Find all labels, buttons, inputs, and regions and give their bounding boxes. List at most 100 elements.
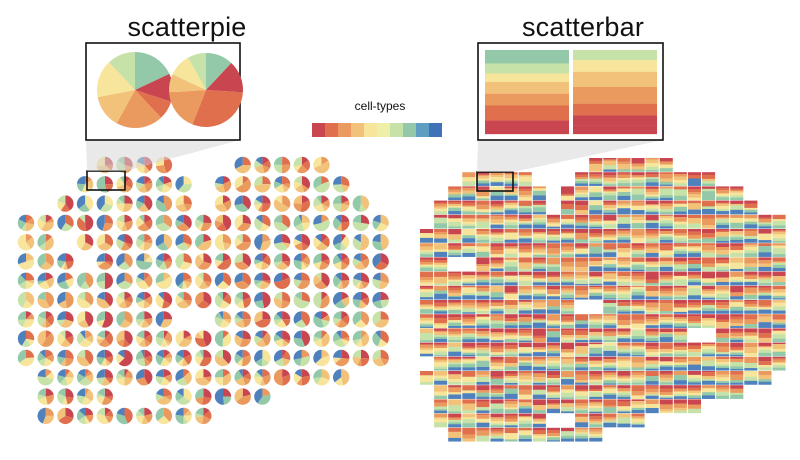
bar-segment: [687, 385, 701, 388]
bar-segment: [448, 243, 462, 246]
pie-slice: [124, 311, 133, 324]
bar-segment: [744, 328, 758, 333]
pie-slice: [259, 280, 270, 290]
pie-slice: [45, 314, 54, 326]
bar-segment: [476, 381, 490, 385]
pie-slice: [254, 279, 263, 285]
spot-bar: [561, 186, 575, 201]
bar-segment: [434, 338, 448, 343]
spot-pie: [76, 214, 94, 232]
pie-slice: [26, 272, 35, 281]
spot-bar: [645, 285, 659, 300]
spot-bar: [462, 399, 476, 414]
bar-segment: [575, 177, 589, 180]
pie-slice: [282, 311, 291, 320]
pie-slice: [116, 338, 125, 347]
pie-slice: [136, 280, 150, 290]
spot-bar: [532, 285, 546, 300]
spot-bar: [575, 371, 589, 385]
bar-segment: [490, 403, 504, 410]
bar-segment: [744, 207, 758, 210]
spot-bar: [645, 200, 659, 215]
pie-slice: [58, 415, 74, 425]
bar-segment: [504, 345, 518, 349]
bar-segment: [504, 253, 518, 257]
spot-bar: [518, 243, 532, 257]
spot-pie: [155, 330, 173, 347]
spot-bar: [603, 342, 617, 357]
spot-bar: [589, 342, 603, 357]
spot-bar: [687, 214, 701, 229]
bar-segment: [434, 217, 448, 224]
bar-segment: [772, 289, 786, 293]
bar-segment: [702, 375, 716, 379]
pie-slice: [155, 376, 164, 385]
bar-segment: [617, 172, 631, 174]
pie-slice: [236, 311, 243, 320]
pie-slice: [156, 242, 169, 251]
pie-slice: [96, 396, 105, 405]
bar-segment: [532, 410, 546, 414]
pie-slice: [41, 319, 46, 328]
bar-segment: [561, 243, 575, 247]
spot-bar: [645, 214, 659, 229]
bar-segment: [589, 381, 603, 385]
pie-slice: [37, 407, 46, 424]
pie-slice: [254, 311, 263, 323]
spot-bar: [631, 172, 645, 186]
pie-slice: [155, 214, 164, 226]
bar-segment: [673, 307, 687, 313]
bar-segment: [532, 371, 546, 374]
spot-bar: [758, 314, 772, 328]
pie-slice: [202, 415, 211, 425]
bar-segment: [589, 424, 603, 428]
bar-segment: [716, 310, 730, 314]
pie-slice: [104, 234, 113, 247]
pie-slice: [104, 214, 114, 224]
bar-segment: [603, 389, 617, 394]
bar-segment: [575, 190, 589, 193]
bar-segment: [589, 437, 603, 442]
pie-slice: [341, 195, 349, 204]
pie-slice: [301, 242, 309, 251]
bar-segment: [716, 229, 730, 231]
bar-segment: [448, 360, 462, 363]
bar-segment: [532, 360, 546, 365]
pie-slice: [372, 220, 381, 230]
pie-slice: [65, 370, 74, 378]
bar-segment: [504, 200, 518, 202]
bar-segment: [532, 212, 546, 215]
bar-segment: [716, 208, 730, 212]
bar-segment: [772, 257, 786, 262]
spot-bar: [645, 385, 659, 399]
bar-segment: [518, 214, 532, 219]
bar-segment: [617, 351, 631, 354]
bar-segment: [687, 243, 701, 247]
spot-bar: [504, 371, 518, 385]
bar-segment: [659, 235, 673, 238]
bar-segment: [617, 257, 631, 259]
spot-pie: [155, 176, 173, 193]
bar-segment: [645, 310, 659, 312]
bar-segment: [561, 337, 575, 340]
bar-segment: [673, 195, 687, 201]
bar-segment: [659, 261, 673, 265]
pie-slice: [203, 214, 212, 224]
spot-bar: [758, 257, 772, 272]
bar-segment: [490, 180, 504, 183]
bar-segment: [504, 378, 518, 381]
bar-segment: [420, 332, 434, 341]
bar-segment: [758, 222, 772, 225]
bar-segment: [631, 301, 645, 305]
pie-slice: [341, 349, 350, 359]
bar-segment: [702, 308, 716, 312]
bar-segment: [716, 305, 730, 309]
pie-slice: [183, 278, 192, 283]
spot-bar: [532, 300, 546, 314]
bar-segment: [434, 354, 448, 357]
bar-segment: [603, 383, 617, 385]
spot-bar: [659, 399, 673, 414]
bar-segment: [485, 93, 569, 106]
spot-bar: [490, 285, 504, 300]
bar-segment: [532, 373, 546, 378]
